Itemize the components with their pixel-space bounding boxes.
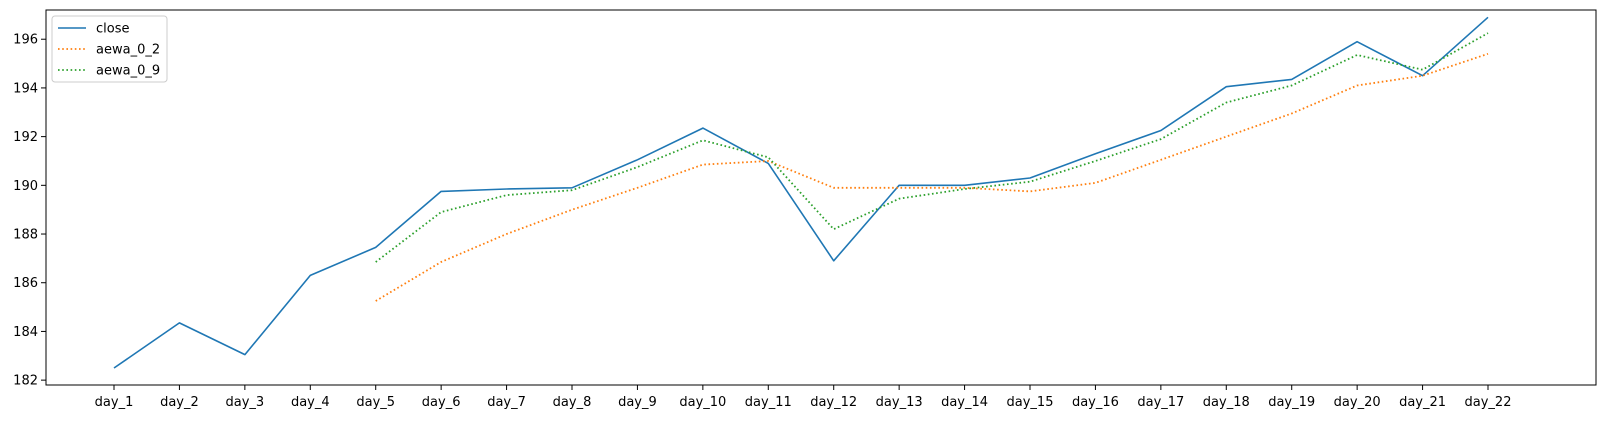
x-tick-label: day_1 [95, 395, 134, 410]
y-tick-label: 192 [13, 130, 38, 145]
legend: close aewa_0_2 aewa_0_9 [51, 15, 168, 83]
y-tick-label: 182 [13, 374, 38, 389]
x-tick-label: day_13 [876, 395, 923, 410]
y-tick-label: 196 [13, 33, 38, 48]
legend-label-aewa_0_9: aewa_0_9 [96, 64, 160, 79]
x-tick-label: day_21 [1399, 395, 1446, 410]
x-tick-label: day_9 [618, 395, 657, 410]
y-tick-label: 194 [13, 81, 38, 96]
x-tick-label: day_16 [1072, 395, 1119, 410]
x-tick-label: day_14 [941, 395, 988, 410]
x-tick-label: day_2 [160, 395, 199, 410]
legend-label-close: close [96, 22, 129, 37]
x-tick-label: day_7 [487, 395, 526, 410]
x-tick-label: day_8 [553, 395, 592, 410]
y-tick-label: 184 [13, 325, 38, 340]
y-tick-label: 190 [13, 179, 38, 194]
x-tick-label: day_19 [1268, 395, 1315, 410]
x-tick-label: day_18 [1203, 395, 1250, 410]
y-axis: 182 184 186 188 190 192 194 196 [13, 33, 46, 389]
plot-area [113, 16, 1489, 369]
x-tick-label: day_10 [679, 395, 726, 410]
legend-label-aewa_0_2: aewa_0_2 [96, 43, 160, 58]
x-axis: day_1 day_2 day_3 day_4 day_5 day_6 day_7 day_8… [95, 385, 1512, 410]
x-tick-label: day_5 [356, 395, 395, 410]
series-line-aewa_0_9 [375, 32, 1489, 263]
x-tick-label: day_15 [1007, 395, 1054, 410]
x-tick-label: day_20 [1334, 395, 1381, 410]
x-tick-label: day_22 [1465, 395, 1512, 410]
series-line-aewa_0_2 [375, 52, 1489, 302]
x-tick-label: day_17 [1137, 395, 1184, 410]
x-tick-label: day_3 [226, 395, 265, 410]
x-tick-label: day_4 [291, 395, 330, 410]
y-tick-label: 188 [13, 228, 38, 243]
legend-box [51, 15, 168, 83]
y-tick-label: 186 [13, 276, 38, 291]
x-tick-label: day_12 [810, 395, 857, 410]
x-tick-label: day_11 [745, 395, 792, 410]
axes-frame [45, 9, 1597, 386]
series-line-close [113, 16, 1489, 369]
x-tick-label: day_6 [422, 395, 461, 410]
